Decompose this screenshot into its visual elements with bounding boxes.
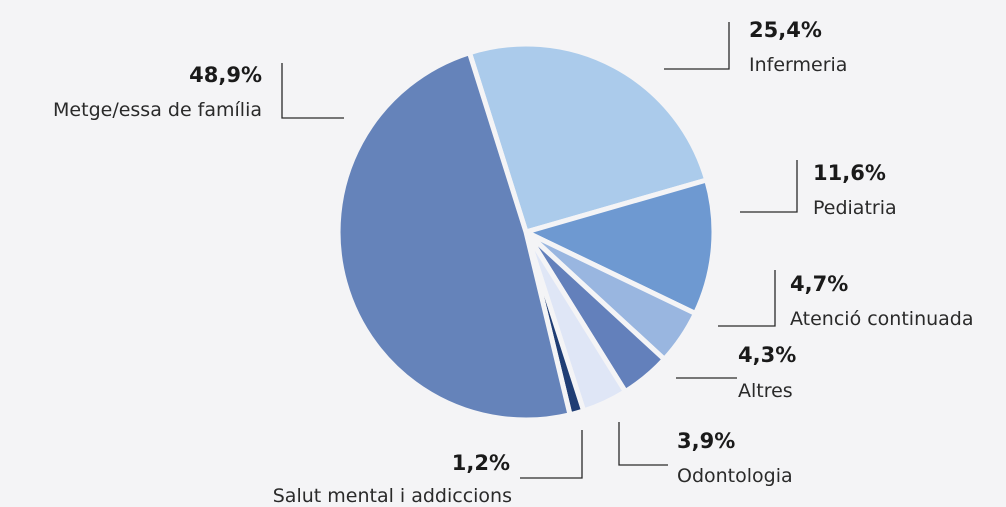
- pie-slices: [335, 41, 717, 423]
- leader-odontologia: [618, 422, 668, 466]
- label-altres: Altres: [738, 380, 793, 402]
- leader-metge-familia: [281, 63, 344, 119]
- label-pediatria: Pediatria: [813, 197, 897, 219]
- leader-infermeria: [664, 22, 730, 70]
- label-atencio-continuada: Atenció continuada: [790, 308, 974, 330]
- pie-slice-infermeria: [466, 41, 710, 235]
- pct-atencio-continuada: 4,7%: [790, 272, 848, 296]
- pct-altres: 4,3%: [738, 343, 796, 367]
- pct-metge-familia: 48,9%: [189, 63, 262, 87]
- label-infermeria: Infermeria: [749, 54, 847, 76]
- label-salut-mental: Salut mental i addiccions: [273, 485, 512, 507]
- leader-pediatria: [740, 160, 798, 213]
- pct-infermeria: 25,4%: [749, 18, 822, 42]
- label-odontologia: Odontologia: [677, 465, 793, 487]
- pct-odontologia: 3,9%: [677, 429, 735, 453]
- pct-salut-mental: 1,2%: [452, 451, 510, 475]
- label-metge-familia: Metge/essa de família: [53, 99, 262, 121]
- leader-atencio-continuada: [718, 270, 776, 327]
- leader-salut-mental: [520, 430, 583, 479]
- pct-pediatria: 11,6%: [813, 161, 886, 185]
- pie-slice-metge-essa-de-fam-lia: [335, 50, 573, 423]
- pie-slice-pediatria: [523, 177, 717, 317]
